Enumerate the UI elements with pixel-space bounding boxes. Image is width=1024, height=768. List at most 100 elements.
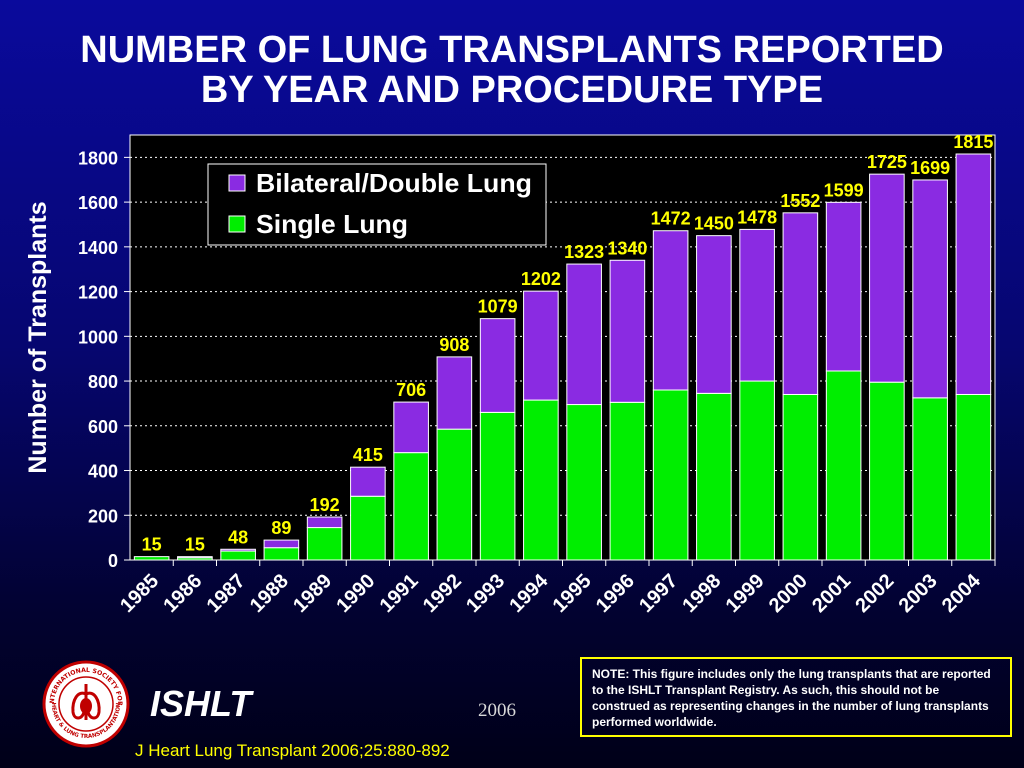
bar-single-lung — [436, 428, 473, 561]
bar-bilateral-lung — [177, 556, 213, 559]
bar-single-lung — [220, 550, 256, 561]
citation: J Heart Lung Transplant 2006;25:880-892 — [135, 741, 450, 760]
bar-bilateral-lung — [523, 290, 559, 401]
bar-bilateral-lung — [393, 401, 429, 454]
y-tick-label: 1400 — [78, 238, 118, 258]
data-label: 1815 — [953, 132, 993, 152]
x-tick-label: 1985 — [116, 570, 163, 617]
ishlt-logo: INTERNATIONAL SOCIETY FOR HEART & LUNG T… — [42, 660, 130, 748]
bar-bilateral-lung — [652, 230, 689, 391]
legend-box — [207, 163, 547, 246]
bar-single-lung — [652, 389, 689, 561]
y-tick-label: 1000 — [78, 327, 118, 347]
data-label: 1079 — [478, 297, 518, 317]
y-tick-label: 1800 — [78, 148, 118, 168]
bar-single-lung — [912, 397, 948, 561]
legend-swatch — [228, 215, 246, 233]
x-tick-label: 1988 — [246, 570, 293, 617]
y-tick-label: 1200 — [78, 283, 118, 303]
x-tick-label: 1991 — [376, 570, 423, 617]
legend-label: Single Lung — [256, 209, 408, 239]
data-label: 1472 — [651, 209, 691, 229]
x-tick-label: 1990 — [332, 570, 379, 617]
data-label: 1323 — [564, 242, 604, 262]
data-label: 48 — [228, 527, 248, 547]
data-label: 192 — [310, 495, 340, 515]
bar-single-lung — [782, 393, 819, 561]
bar-bilateral-lung — [479, 318, 516, 413]
data-label: 1478 — [737, 207, 777, 227]
bar-bilateral-lung — [955, 153, 992, 395]
bar-bilateral-lung — [350, 466, 386, 497]
x-tick-label: 1987 — [203, 570, 250, 617]
bar-single-lung — [479, 411, 516, 561]
bar-single-lung — [739, 380, 775, 561]
bar-single-lung — [350, 495, 386, 561]
bar-bilateral-lung — [825, 201, 862, 372]
data-label: 89 — [271, 518, 291, 538]
title-line-2: BY YEAR AND PROCEDURE TYPE — [200, 69, 824, 111]
bar-bilateral-lung — [739, 228, 775, 382]
chart-title: NUMBER OF LUNG TRANSPLANTS REPORTED BY Y… — [0, 30, 1024, 110]
x-tick-label: 1999 — [722, 570, 769, 617]
lung-transplant-chart: 0200400600800100012001400160018001519851… — [24, 132, 996, 617]
x-tick-label: 2000 — [765, 570, 812, 617]
note-box: NOTE: This figure includes only the lung… — [580, 657, 1012, 737]
data-label: 1599 — [824, 180, 864, 200]
data-label: 706 — [396, 380, 426, 400]
y-tick-label: 200 — [88, 506, 118, 526]
x-tick-label: 2002 — [851, 570, 898, 617]
bar-bilateral-lung — [220, 548, 256, 552]
bar-bilateral-lung — [782, 212, 819, 395]
bar-single-lung — [869, 381, 905, 561]
bar-single-lung — [523, 399, 559, 561]
bar-bilateral-lung — [306, 516, 343, 529]
bar-bilateral-lung — [609, 259, 646, 403]
x-tick-label: 1998 — [678, 570, 725, 617]
bar-single-lung — [825, 370, 862, 561]
bar-single-lung — [955, 393, 992, 561]
x-tick-label: 1989 — [289, 570, 336, 617]
bar-single-lung — [566, 404, 602, 561]
bar-bilateral-lung — [912, 179, 948, 399]
data-label: 1725 — [867, 152, 907, 172]
bar-bilateral-lung — [436, 356, 473, 430]
x-tick-label: 2001 — [808, 570, 855, 617]
data-label: 15 — [142, 535, 162, 555]
data-label: 1340 — [607, 238, 647, 258]
y-axis-label: Number of Transplants — [24, 201, 52, 473]
data-label: 1202 — [521, 269, 561, 289]
x-tick-label: 2004 — [938, 569, 986, 617]
data-label: 1552 — [780, 191, 820, 211]
y-tick-label: 0 — [108, 551, 118, 571]
data-label: 1699 — [910, 158, 950, 178]
title-line-1: NUMBER OF LUNG TRANSPLANTS REPORTED — [80, 29, 944, 71]
x-tick-label: 1995 — [549, 570, 596, 617]
bar-single-lung — [696, 392, 732, 561]
legend: Bilateral/Double Lung Single Lung — [207, 163, 547, 246]
legend-label: Bilateral/Double Lung — [256, 168, 532, 198]
y-tick-label: 600 — [88, 417, 118, 437]
x-tick-label: 1996 — [592, 570, 639, 617]
x-tick-label: 2003 — [895, 570, 942, 617]
data-label: 415 — [353, 445, 383, 465]
bar-single-lung — [133, 556, 170, 561]
bar-bilateral-lung — [263, 539, 300, 549]
y-tick-label: 400 — [88, 462, 118, 482]
x-tick-label: 1997 — [635, 570, 682, 617]
y-tick-label: 800 — [88, 372, 118, 392]
data-label: 908 — [439, 335, 469, 355]
x-tick-label: 1986 — [159, 570, 206, 617]
bar-single-lung — [393, 452, 429, 561]
year-label: 2006 — [478, 700, 516, 721]
y-tick-label: 1600 — [78, 193, 118, 213]
bar-single-lung — [609, 401, 646, 561]
bar-bilateral-lung — [696, 235, 732, 394]
bar-bilateral-lung — [869, 173, 905, 383]
bar-single-lung — [306, 527, 343, 561]
legend-swatch — [228, 174, 246, 192]
data-label: 1450 — [694, 214, 734, 234]
bar-single-lung — [263, 547, 300, 561]
x-tick-label: 1994 — [505, 569, 553, 617]
x-tick-label: 1992 — [419, 570, 466, 617]
